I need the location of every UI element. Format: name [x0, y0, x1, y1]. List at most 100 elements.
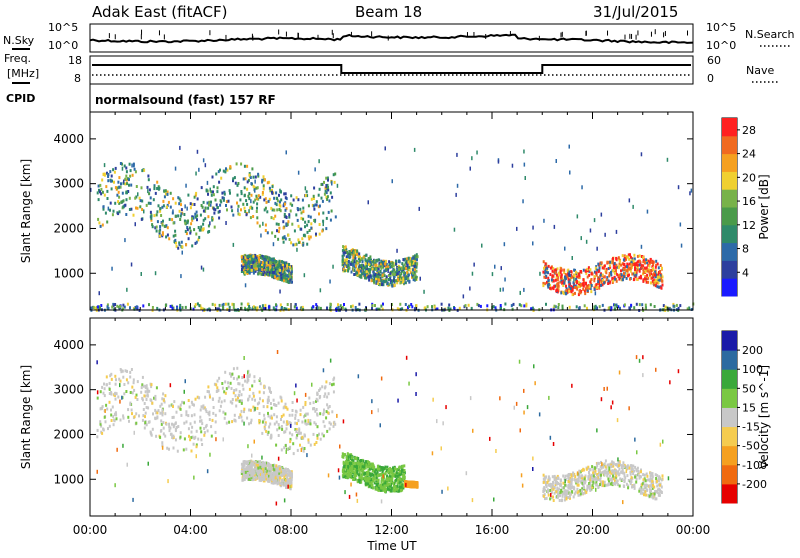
echo-cell — [250, 182, 252, 185]
echo-cell — [303, 450, 305, 453]
echo-cell — [317, 425, 319, 428]
echo-cell — [306, 423, 308, 426]
echo-cell — [384, 263, 386, 266]
echo-cell — [130, 184, 132, 187]
echo-cell — [325, 380, 327, 383]
echo-cell — [278, 277, 280, 280]
echo-cell — [138, 414, 140, 417]
echo-cell — [641, 303, 643, 306]
echo-cell — [309, 402, 311, 405]
echo-cell — [217, 186, 219, 189]
echo-cell — [140, 391, 142, 394]
echo-cell — [133, 381, 135, 384]
echo-cell — [191, 244, 193, 247]
echo-cell — [346, 258, 348, 261]
echo-cell — [385, 260, 387, 263]
echo-cell — [325, 190, 327, 193]
echo-cell — [583, 283, 585, 286]
echo-cell — [228, 386, 230, 389]
echo-cell — [639, 270, 641, 273]
echo-cell — [254, 461, 256, 464]
echo-cell — [242, 384, 244, 387]
echo-cell — [639, 276, 641, 279]
echo-cell — [142, 398, 144, 401]
echo-cell — [594, 288, 596, 291]
echo-cell — [243, 178, 245, 181]
echo-cell — [129, 163, 131, 166]
echo-cell — [270, 207, 272, 210]
echo-cell — [111, 267, 113, 271]
echo-cell — [136, 305, 138, 308]
echo-cell — [148, 202, 150, 205]
echo-cell — [117, 200, 119, 203]
echo-cell — [414, 274, 416, 277]
echo-cell — [207, 215, 209, 218]
echo-cell — [208, 230, 210, 233]
echo-cell — [570, 270, 572, 273]
echo-cell — [200, 307, 202, 310]
echo-cell — [125, 167, 127, 170]
echo-cell — [289, 446, 291, 449]
echo-cell — [244, 380, 246, 383]
echo-cell — [283, 276, 285, 279]
echo-cell — [132, 174, 134, 177]
echo-cell — [264, 304, 266, 307]
echo-cell — [316, 392, 318, 395]
echo-cell — [398, 260, 400, 263]
echo-cell — [109, 401, 111, 404]
echo-cell — [222, 411, 224, 414]
echo-cell — [388, 260, 390, 263]
echo-cell — [297, 419, 299, 422]
echo-cell — [262, 261, 264, 264]
echo-cell — [245, 199, 247, 202]
echo-cell — [189, 232, 191, 235]
echo-cell — [296, 410, 298, 413]
echo-cell — [251, 384, 253, 387]
y-tick-label: 4000 — [53, 132, 84, 146]
echo-cell — [190, 202, 192, 205]
echo-cell — [137, 192, 139, 196]
echo-cell — [287, 280, 289, 283]
echo-cell — [246, 213, 248, 216]
echo-cell — [164, 394, 166, 397]
echo-cell — [239, 198, 241, 201]
echo-cell — [601, 213, 603, 217]
echo-cell — [272, 478, 274, 481]
echo-cell — [308, 204, 310, 207]
echo-cell — [564, 276, 566, 279]
echo-cell — [181, 245, 183, 248]
echo-cell — [202, 223, 204, 226]
echo-cell — [142, 419, 144, 422]
echo-cell — [328, 199, 330, 202]
echo-cell — [182, 251, 184, 255]
echo-cell — [253, 395, 255, 398]
echo-cell — [276, 223, 278, 226]
echo-cell — [321, 183, 323, 186]
echo-cell — [199, 420, 201, 423]
echo-cell — [326, 198, 328, 201]
echo-cell — [362, 260, 364, 263]
echo-cell — [292, 409, 294, 412]
echo-cell — [110, 202, 112, 205]
echo-cell — [205, 425, 207, 428]
echo-cell — [305, 186, 307, 190]
echo-cell — [645, 270, 647, 273]
echo-cell — [141, 169, 143, 172]
echo-cell — [184, 204, 186, 208]
echo-cell — [304, 447, 306, 450]
echo-cell — [244, 256, 246, 259]
echo-cell — [244, 271, 246, 274]
echo-cell — [369, 271, 371, 274]
echo-cell — [401, 262, 403, 265]
echo-cell — [137, 207, 139, 210]
echo-cell — [252, 392, 254, 395]
echo-cell — [268, 200, 270, 203]
echo-cell — [219, 409, 221, 412]
echo-cell — [122, 167, 124, 171]
echo-cell — [512, 164, 514, 168]
echo-cell — [402, 258, 404, 261]
echo-cell — [135, 396, 137, 399]
echo-cell — [378, 479, 380, 482]
echo-cell — [301, 421, 303, 424]
echo-cell — [650, 269, 652, 272]
